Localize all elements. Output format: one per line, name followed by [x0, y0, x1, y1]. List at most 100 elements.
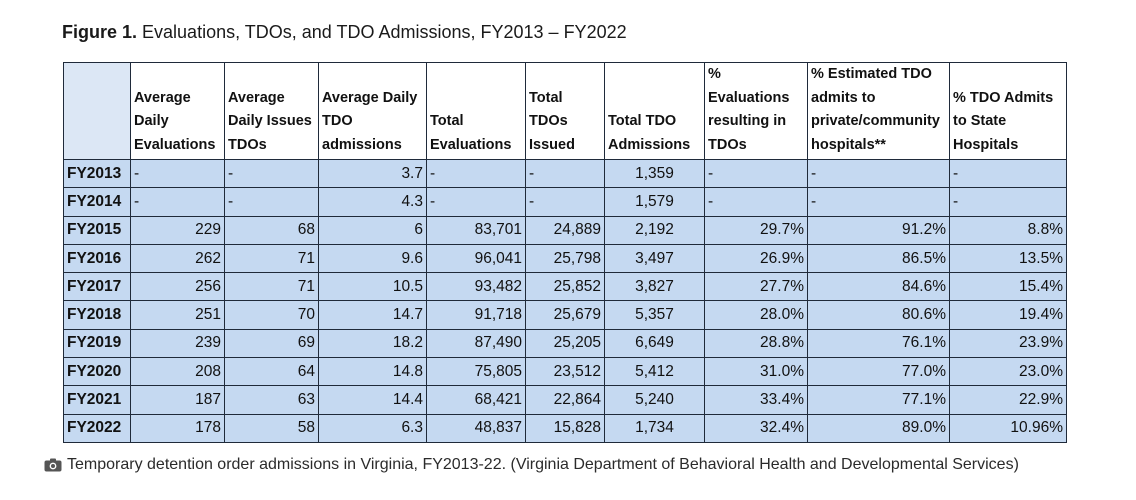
header-cell: Total TDOs Issued [525, 62, 605, 160]
table-cell: 10.5 [318, 272, 427, 302]
table-cell: 15,828 [525, 413, 605, 443]
row-year: FY2016 [63, 243, 131, 274]
row-year: FY2021 [63, 385, 131, 415]
table-cell: 3,827 [604, 272, 705, 302]
header-cell: Total Evaluations [426, 62, 526, 160]
table-cell: 26.9% [704, 243, 808, 274]
table-cell: 58 [224, 413, 319, 443]
row-year: FY2013 [63, 158, 131, 189]
table-cell: - [224, 158, 319, 189]
table-cell: 25,852 [525, 272, 605, 302]
table-cell: 22,864 [525, 385, 605, 415]
figure-label: Figure 1. [62, 22, 138, 42]
table-cell: 4.3 [318, 187, 427, 217]
table-cell: 77.1% [807, 385, 950, 415]
table-cell: 28.0% [704, 300, 808, 330]
header-cell: Average Daily Issues TDOs [224, 62, 319, 160]
table-cell: 83,701 [426, 215, 526, 245]
camera-icon [44, 458, 62, 472]
table-cell: 33.4% [704, 385, 808, 415]
row-year: FY2018 [63, 300, 131, 330]
table-cell: 9.6 [318, 243, 427, 274]
table-cell: 6 [318, 215, 427, 245]
corner-cell [63, 62, 131, 160]
table-cell: 68,421 [426, 385, 526, 415]
table-cell: 187 [130, 385, 225, 415]
table-cell: 77.0% [807, 357, 950, 387]
table-cell: 75,805 [426, 357, 526, 387]
table-cell: 91,718 [426, 300, 526, 330]
table-cell: 18.2 [318, 328, 427, 359]
table-cell: 5,240 [604, 385, 705, 415]
table-row: FY2016 262 71 9.6 96,041 25,798 3,497 26.9% 86.5… [63, 243, 1067, 274]
header-cell: Total TDO Admissions [604, 62, 705, 160]
table-cell: 6,649 [604, 328, 705, 359]
table-cell: - [224, 187, 319, 217]
table-row: FY2013- -3.7- -1,359- - - [63, 158, 1067, 189]
table-cell: 68 [224, 215, 319, 245]
table-cell: 229 [130, 215, 225, 245]
caption: Temporary detention order admissions in … [44, 454, 1019, 476]
table-cell: - [807, 187, 950, 217]
table-cell: - [525, 187, 605, 217]
table-cell: 93,482 [426, 272, 526, 302]
table-cell: 23.9% [949, 328, 1067, 359]
table-row: FY2015 229 68 6 83,701 24,889 2,192 29.7% 91.2% 8… [63, 215, 1067, 245]
table-cell: 27.7% [704, 272, 808, 302]
table-cell: 48,837 [426, 413, 526, 443]
table-cell: 96,041 [426, 243, 526, 274]
table-cell: 28.8% [704, 328, 808, 359]
table-cell: - [130, 158, 225, 189]
table-cell: 71 [224, 243, 319, 274]
table-cell: 251 [130, 300, 225, 330]
table-cell: 19.4% [949, 300, 1067, 330]
table-cell: 262 [130, 243, 225, 274]
table-cell: 89.0% [807, 413, 950, 443]
table-cell: 69 [224, 328, 319, 359]
table-cell: 208 [130, 357, 225, 387]
table-cell: 10.96% [949, 413, 1067, 443]
table-cell: - [426, 158, 526, 189]
table-cell: 63 [224, 385, 319, 415]
table-cell: 91.2% [807, 215, 950, 245]
table-row: FY2022 178 58 6.3 48,837 15,828 1,734 32.4% 89.0… [63, 413, 1067, 443]
table-cell: 1,734 [604, 413, 705, 443]
header-cell: % Estimated TDO admits to private/commun… [807, 62, 950, 160]
table-row: FY2017 256 71 10.5 93,482 25,852 3,827 27.7% 84.… [63, 272, 1067, 302]
table-cell: 1,579 [604, 187, 705, 217]
table-cell: 256 [130, 272, 225, 302]
table-cell: 3,497 [604, 243, 705, 274]
row-year: FY2017 [63, 272, 131, 302]
table-row: FY2020 208 64 14.8 75,805 23,512 5,412 31.0% 77.… [63, 357, 1067, 387]
table-cell: 25,798 [525, 243, 605, 274]
table-cell: 25,205 [525, 328, 605, 359]
table-row: FY2018 251 70 14.7 91,718 25,679 5,357 28.0% 80.… [63, 300, 1067, 330]
table-cell: 14.7 [318, 300, 427, 330]
table-cell: 70 [224, 300, 319, 330]
header-cell: Average Daily TDO admissions [318, 62, 427, 160]
table-cell: 23.0% [949, 357, 1067, 387]
header-row: Average Daily Evaluations Average Daily … [63, 62, 1067, 160]
table-cell: 23,512 [525, 357, 605, 387]
data-table: Average Daily Evaluations Average Daily … [63, 62, 1067, 443]
table-cell: 32.4% [704, 413, 808, 443]
table-cell: 76.1% [807, 328, 950, 359]
table-cell: - [130, 187, 225, 217]
header-cell: % Evaluations resulting in TDOs [704, 62, 808, 160]
table-cell: 6.3 [318, 413, 427, 443]
figure-title-text: Evaluations, TDOs, and TDO Admissions, F… [142, 22, 627, 42]
header-cell: % TDO Admits to State Hospitals [949, 62, 1067, 160]
row-year: FY2015 [63, 215, 131, 245]
row-year: FY2020 [63, 357, 131, 387]
table-cell: 5,357 [604, 300, 705, 330]
table-cell: - [807, 158, 950, 189]
table-cell: 5,412 [604, 357, 705, 387]
table-cell: - [949, 187, 1067, 217]
table-cell: 87,490 [426, 328, 526, 359]
table-cell: 25,679 [525, 300, 605, 330]
table-cell: 2,192 [604, 215, 705, 245]
table-cell: 86.5% [807, 243, 950, 274]
figure-title: Figure 1. Evaluations, TDOs, and TDO Adm… [62, 20, 627, 44]
table-cell: 84.6% [807, 272, 950, 302]
table-cell: 15.4% [949, 272, 1067, 302]
